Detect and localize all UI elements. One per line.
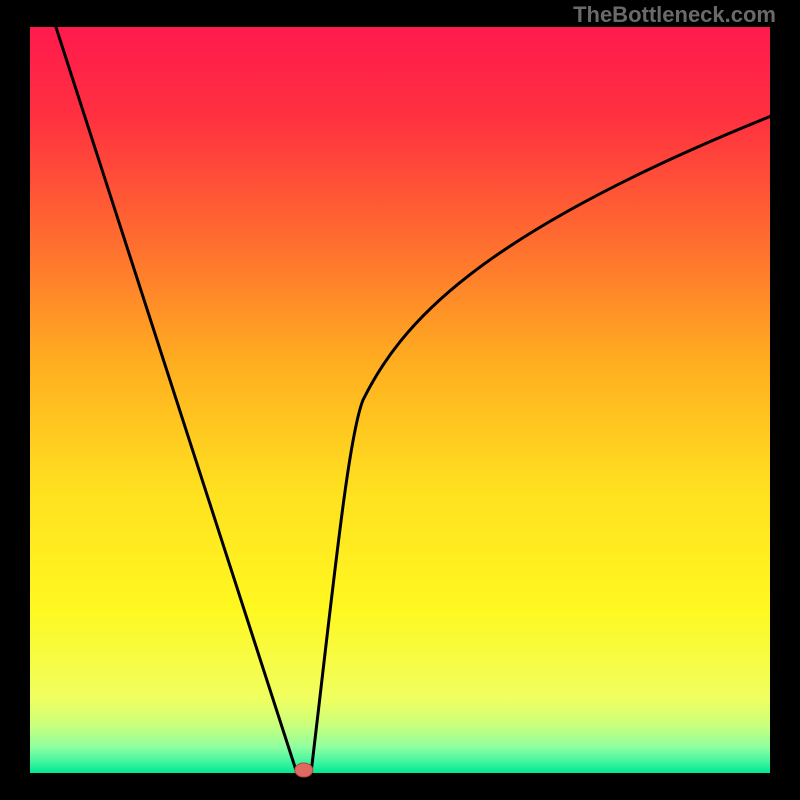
chart-container: TheBottleneck.com (0, 0, 800, 800)
bottleneck-chart (0, 0, 800, 800)
watermark-text: TheBottleneck.com (573, 2, 776, 28)
optimal-point-marker (295, 763, 313, 777)
plot-background-gradient (30, 27, 770, 773)
